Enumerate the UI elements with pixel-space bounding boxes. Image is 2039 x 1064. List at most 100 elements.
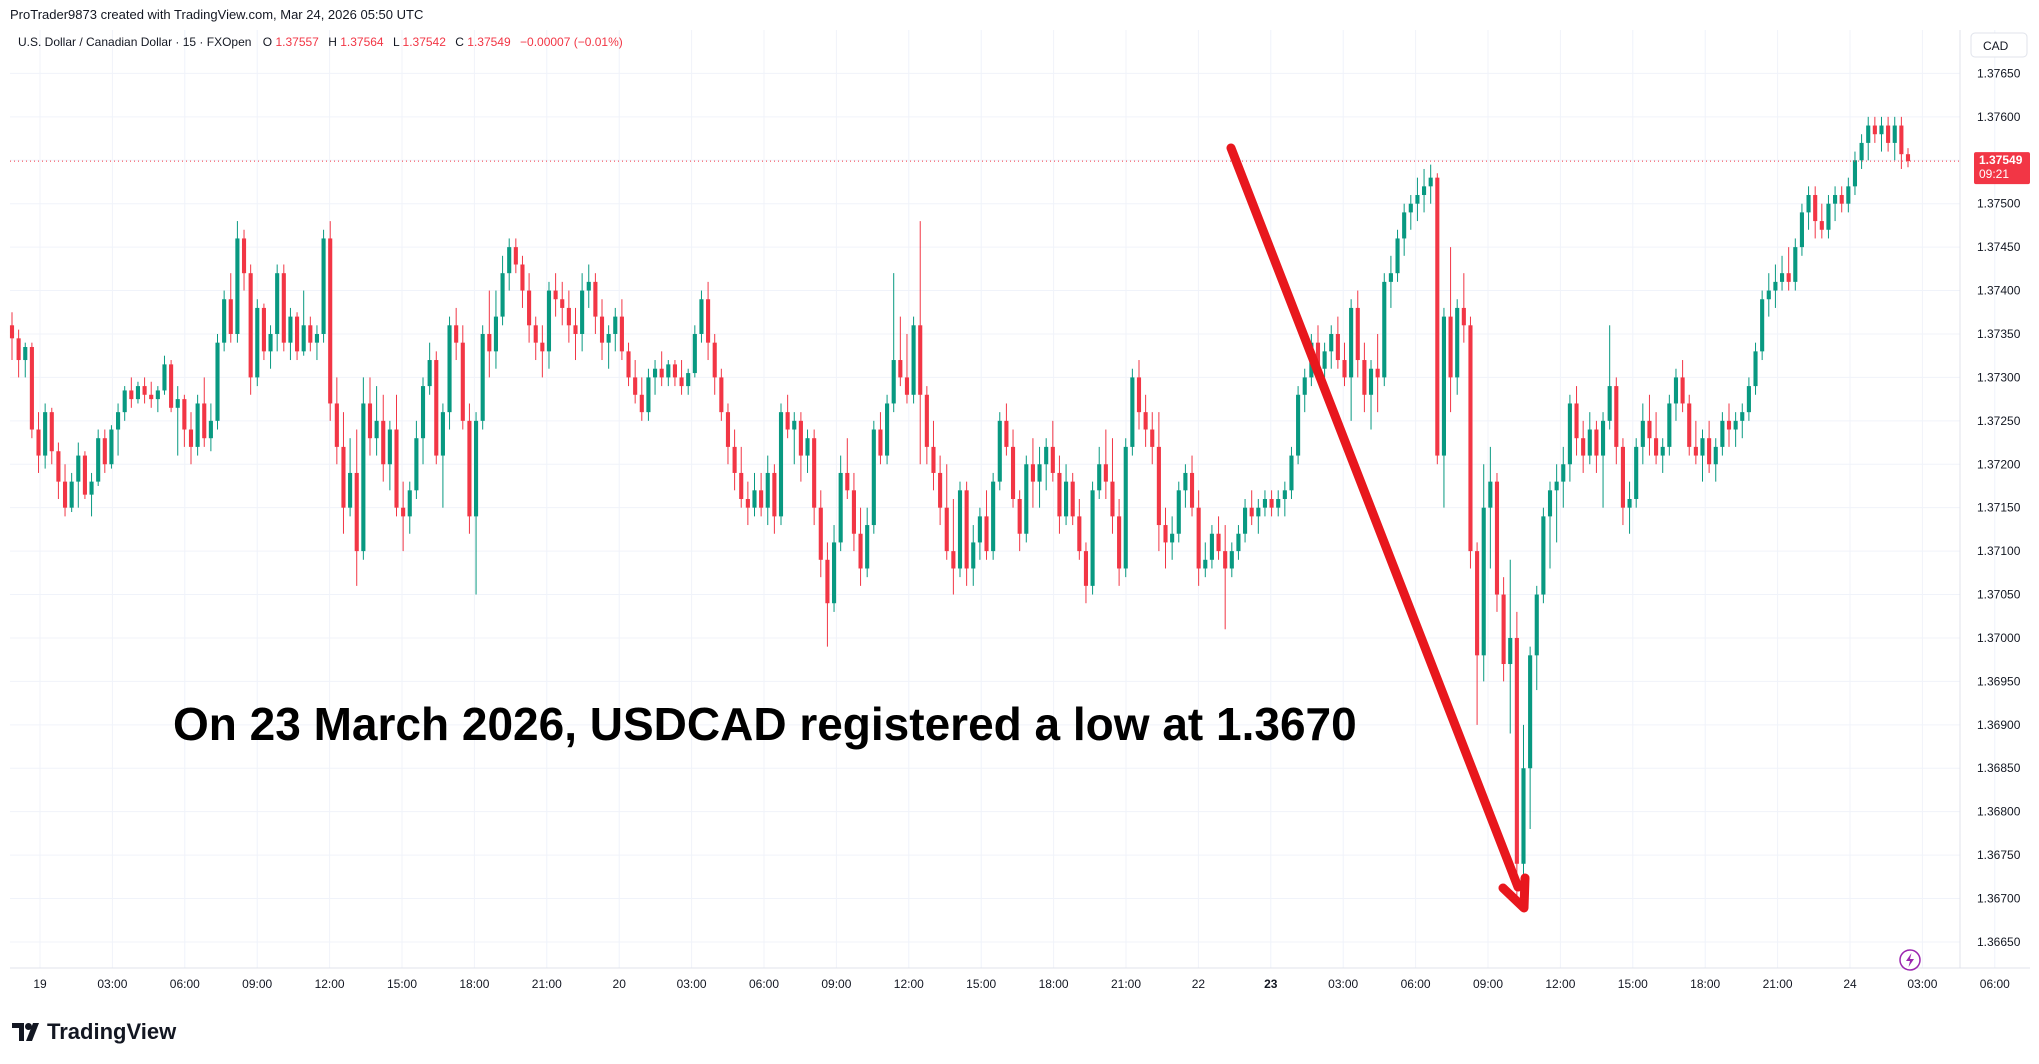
candle (1249, 490, 1254, 526)
candle-body (1170, 533, 1175, 543)
candle (1713, 438, 1718, 482)
x-tick-label: 06:00 (1401, 977, 1431, 991)
candle (1501, 577, 1506, 682)
candle (1010, 429, 1016, 508)
candle-body (1746, 386, 1751, 413)
candle (1481, 464, 1486, 682)
candle (56, 442, 61, 499)
candle-body (1130, 377, 1135, 447)
candle (1189, 455, 1195, 517)
candle-body (1899, 125, 1904, 155)
candle-body (268, 333, 273, 352)
candle (281, 264, 286, 352)
candle-body (944, 507, 949, 552)
candle-body (420, 386, 426, 439)
candle (222, 290, 227, 352)
candle (1024, 455, 1029, 543)
candle-body (812, 438, 817, 508)
candle-body (1905, 154, 1911, 162)
x-tick-label: 03:00 (677, 977, 707, 991)
candle-body (1667, 403, 1672, 447)
trend-arrow[interactable] (1226, 143, 1530, 913)
candle-body (838, 472, 843, 543)
candle-body (666, 364, 671, 378)
candle-body (1766, 290, 1771, 300)
y-tick-label: 1.36900 (1977, 718, 2021, 732)
candle-body (1236, 533, 1241, 552)
candle-body (851, 490, 856, 534)
candle (944, 464, 949, 560)
candle-body (1010, 446, 1016, 499)
candle (354, 429, 359, 586)
currency-button[interactable]: CAD (1970, 32, 2028, 58)
candle (825, 542, 830, 647)
candle (474, 412, 479, 595)
candle (36, 412, 41, 473)
candle-body (1117, 516, 1122, 569)
candle-body (1156, 446, 1161, 526)
candle (96, 429, 101, 486)
candle (1044, 438, 1049, 491)
candle (1468, 316, 1473, 569)
candle (1223, 525, 1228, 630)
candle (301, 290, 306, 356)
candle (427, 342, 432, 395)
candle (1859, 134, 1864, 169)
candle (255, 299, 260, 387)
candle-body (672, 364, 677, 378)
candle-body (1514, 637, 1519, 864)
candle-body (354, 472, 359, 552)
candle-body (1740, 412, 1745, 421)
candle-body (951, 551, 956, 569)
candle-body (871, 429, 876, 526)
candle (1760, 290, 1765, 361)
candle-body (467, 420, 472, 517)
candle (1216, 516, 1221, 560)
candle-body (1713, 446, 1718, 465)
candle (1170, 516, 1175, 560)
candle-body (772, 472, 777, 517)
x-tick-label: 19 (33, 977, 47, 991)
candle (1528, 646, 1533, 830)
candle (1826, 195, 1831, 239)
candle (1176, 481, 1181, 543)
candle-body (1627, 499, 1632, 508)
candle-body (825, 559, 830, 604)
symbol-legend[interactable]: U.S. Dollar / Canadian Dollar · 15 · FXO… (18, 35, 623, 49)
candle (639, 377, 644, 421)
candle-body (9, 325, 15, 339)
candle-body (1382, 281, 1387, 378)
candle-body (1342, 360, 1347, 378)
candle-body (1541, 516, 1546, 595)
candle-body (56, 451, 61, 482)
candle-body (619, 316, 624, 352)
candle (16, 329, 21, 378)
candle (1448, 247, 1453, 413)
candle-body (818, 507, 823, 560)
candle (1382, 273, 1387, 387)
candle-body (1103, 464, 1108, 482)
candle-body (692, 333, 697, 374)
candle-body (1561, 464, 1566, 482)
candle-body (29, 347, 34, 430)
candle (414, 420, 419, 499)
candle (493, 290, 498, 369)
candle-body (1806, 195, 1811, 213)
candle (1554, 464, 1559, 543)
candle (1806, 186, 1811, 230)
lightning-icon[interactable] (1899, 949, 1921, 971)
price-axis[interactable]: 1.376501.376001.375501.375001.374501.374… (1977, 66, 2021, 949)
time-axis[interactable]: 19 03:00 06:00 09:00 12:00 15:00 18:00 21:00 20 0… (33, 977, 2010, 991)
candle-body (394, 429, 399, 508)
tradingview-logo-text: TradingView (47, 1019, 177, 1044)
candle (1746, 377, 1751, 421)
candle-body (1481, 507, 1486, 656)
close-label: C (455, 35, 464, 49)
candle (1779, 255, 1785, 291)
candle-body (527, 290, 532, 326)
candle-body (23, 347, 28, 361)
x-tick-label: 21:00 (532, 977, 562, 991)
candle-body (62, 481, 68, 508)
tradingview-logo[interactable]: TradingView (12, 1019, 177, 1044)
